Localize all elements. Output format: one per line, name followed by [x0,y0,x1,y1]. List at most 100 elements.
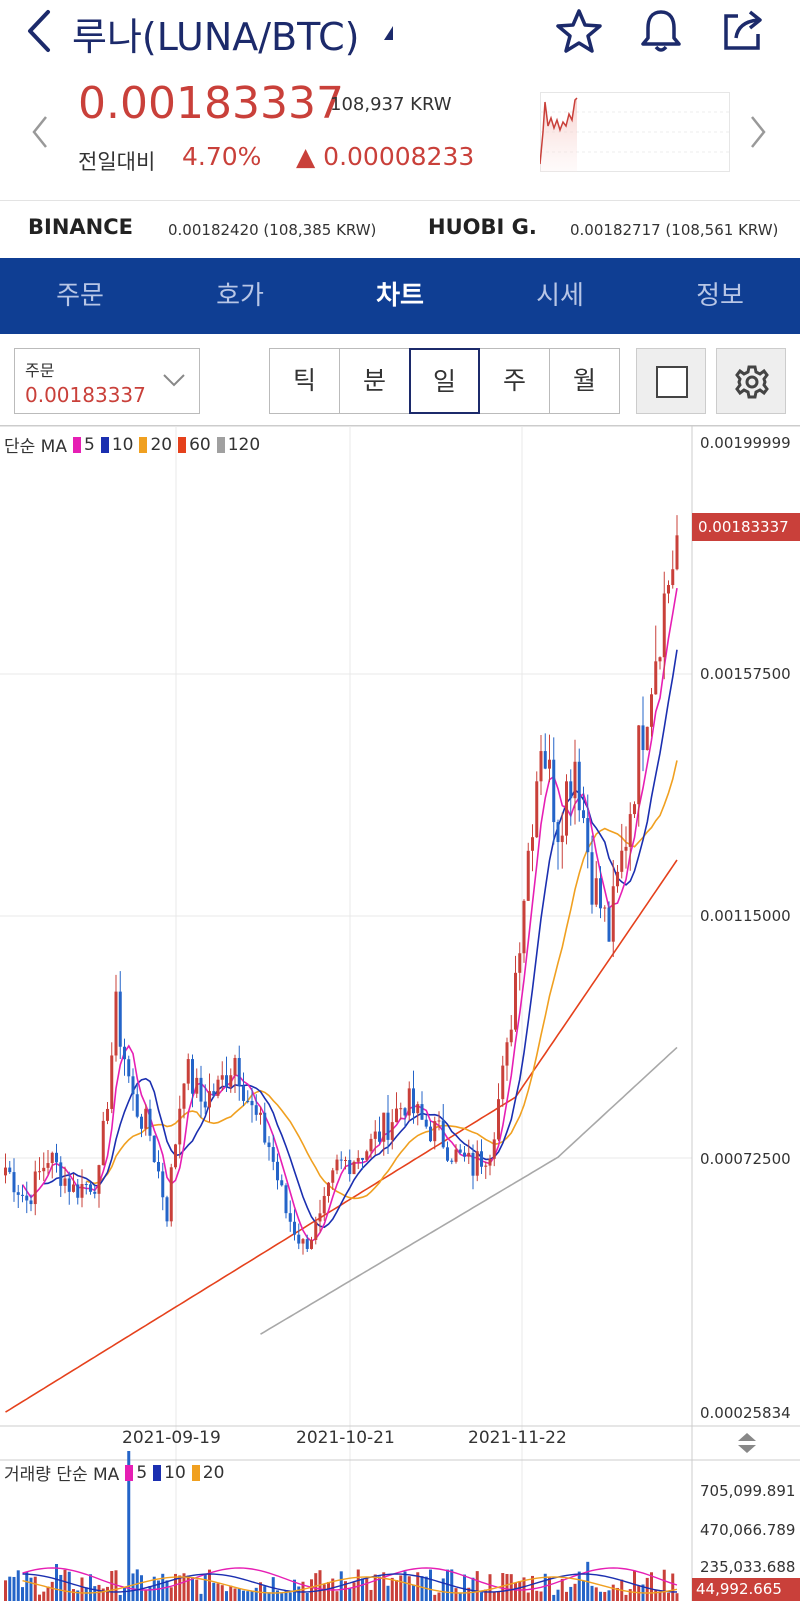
volume-bar [242,1590,245,1601]
volume-bar [33,1576,37,1601]
volume-bar [322,1584,326,1601]
ma60-label: 60 [189,434,211,455]
volume-bar [38,1594,41,1601]
candlestick-chart[interactable] [0,426,800,1601]
candle-body [365,1151,369,1160]
period-minute[interactable]: 분 [339,348,410,414]
volume-bar [186,1575,190,1601]
date-axis-label: 2021-10-21 [296,1428,395,1448]
exchange-name: HUOBI G. [428,215,537,239]
candle-body [522,900,526,954]
candle-body [191,1059,194,1094]
change-percent: 4.70% [182,142,262,171]
vma20-label: 20 [202,1462,225,1483]
period-month[interactable]: 월 [549,348,620,414]
volume-bar [208,1569,211,1601]
volume-bar [471,1577,475,1601]
candle-body [140,1116,143,1129]
next-coin-icon[interactable] [748,115,768,149]
prev-coin-icon[interactable] [30,115,50,149]
volume-bar [658,1591,662,1601]
vma10-swatch [153,1464,162,1481]
caret-down-icon[interactable] [384,26,393,40]
candle-body [288,1213,292,1222]
volume-bar [628,1589,632,1601]
candle-body [144,1108,148,1129]
tab-bar: 주문 호가 차트 시세 정보 [0,258,800,334]
volume-last-tag: 44,992.665 [692,1578,800,1601]
candle-body [361,1157,364,1160]
volume-bar [573,1583,577,1601]
candle-body [662,593,666,658]
volume-bar [548,1577,551,1601]
volume-bar [118,1594,122,1601]
ma-legend-prefix: 단순 MA [4,437,67,457]
order-value: 0.00183337 [25,383,146,407]
candle-body [33,1171,37,1205]
volume-bar [178,1575,182,1601]
period-tick[interactable]: 틱 [269,348,340,414]
volume-bar [199,1593,203,1601]
star-icon[interactable] [554,6,604,56]
candle-body [577,761,581,811]
volume-bar [395,1580,398,1601]
tab-order[interactable]: 주문 [56,281,104,311]
candle-body [560,835,564,843]
candle-body [390,1122,394,1140]
candle-body [492,1139,496,1159]
price-krw: 108,937 KRW [330,94,452,115]
candle-body [297,1234,301,1244]
volume-bar [42,1591,46,1601]
candle-body [42,1167,46,1172]
volume-axis-label: 470,066.789 [700,1521,796,1539]
volume-bar [246,1591,250,1601]
volume-bar [599,1591,602,1601]
ma20-swatch [139,436,148,453]
fullscreen-button[interactable] [636,348,706,414]
candle-body [437,1120,441,1122]
tab-chart[interactable]: 차트 [376,281,424,311]
square-icon [656,366,688,398]
volume-bar [454,1588,458,1601]
candle-body [97,1165,101,1194]
resize-handle-icon[interactable] [732,1428,762,1458]
page-title[interactable]: 루나(LUNA/BTC) [72,15,360,59]
candle-body [314,1221,318,1240]
volume-bar [314,1573,318,1601]
candle-body [12,1172,16,1193]
candle-body [607,907,611,942]
candle-body [80,1184,84,1198]
candle-body [216,1079,220,1096]
volume-bar [80,1577,84,1601]
volume-bar [611,1584,615,1601]
back-arrow-icon[interactable] [22,8,58,54]
ma120-swatch [216,436,225,453]
candle-body [169,1167,173,1222]
volume-bar [288,1592,292,1601]
share-icon[interactable] [718,6,768,56]
candle-body [318,1213,322,1222]
candle-body [233,1057,237,1076]
volume-bar [148,1586,152,1601]
exchange-value: 0.00182420 (108,385 KRW) [168,221,377,239]
candle-body [543,751,547,769]
volume-bar [433,1594,437,1601]
bell-icon[interactable] [636,6,686,56]
candle-body [263,1112,267,1143]
candle-body [356,1157,360,1162]
period-day[interactable]: 일 [409,348,480,414]
candle-body [458,1149,462,1153]
order-label: 주문 [25,361,55,380]
settings-button[interactable] [716,348,786,414]
volume-bar [441,1578,445,1601]
tab-info[interactable]: 정보 [696,281,744,311]
tab-quotes[interactable]: 시세 [536,281,584,311]
vma20-line [22,1576,678,1594]
volume-bar [667,1592,670,1601]
tab-orderbook[interactable]: 호가 [216,281,264,311]
candle-body [186,1059,190,1084]
chart-toolbar: 주문 0.00183337 틱 분 일 주 월 [0,334,800,426]
order-price-dropdown[interactable]: 주문 0.00183337 [14,348,200,414]
period-week[interactable]: 주 [479,348,550,414]
volume-bar [195,1579,199,1601]
